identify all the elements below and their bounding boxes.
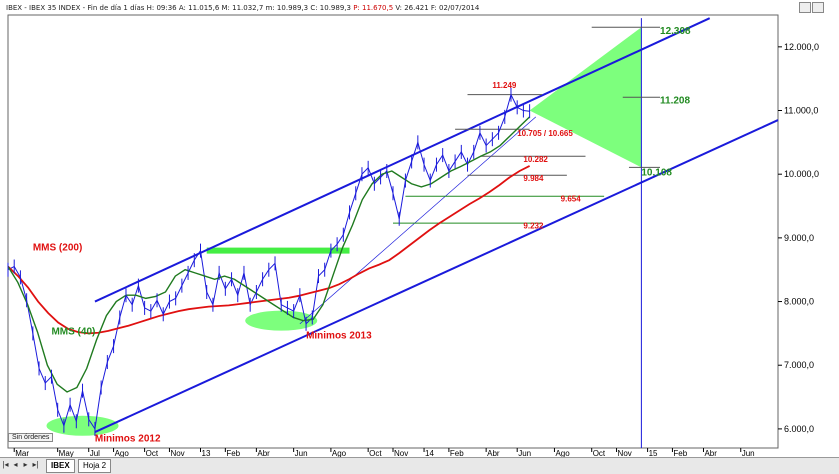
x-tick-label: Jul — [90, 449, 100, 457]
annotation-label: 10.282 — [523, 155, 548, 164]
annotation-label: MMS (40) — [51, 327, 95, 338]
x-tick-label: Jun — [742, 449, 755, 457]
next-sheet-icon[interactable]: ▸ — [23, 460, 28, 469]
y-tick-label: 7.000,0 — [784, 360, 814, 370]
x-tick-label: Mar — [15, 449, 29, 457]
resistance-band — [206, 247, 350, 254]
y-tick-label: 8.000,0 — [784, 297, 814, 307]
annotation-label: 10.108 — [641, 167, 672, 178]
annotation-label: 9.984 — [523, 174, 544, 183]
last-sheet-icon[interactable]: ▸| — [32, 460, 39, 469]
annotation-label: Minimos 2013 — [306, 330, 372, 341]
price-chart: 6.000,0 7.000,0 8.000,0 9.000,0 10.000,0 11.0… — [7, 14, 819, 457]
prev-sheet-icon[interactable]: ◂ — [13, 460, 18, 469]
title-highlight: P: 11.670,5 — [353, 4, 394, 12]
x-tick-label: Feb — [450, 449, 464, 457]
x-tick-label: Abr — [257, 449, 270, 457]
annotation-label: 11.208 — [660, 96, 690, 107]
title-suffix: V: 26.421 F: 02/07/2014 — [393, 4, 480, 12]
channel-upper-line — [94, 17, 711, 303]
x-tick-label: Feb — [673, 449, 687, 457]
x-tick-label: Abr — [487, 449, 500, 457]
orders-status: Sin órdenes — [8, 433, 54, 442]
series-2-line — [7, 165, 531, 335]
annotation-label: MMS (200) — [33, 243, 82, 254]
annotation-label: 9.232 — [523, 221, 544, 230]
channel-inner-line — [299, 116, 537, 325]
x-tick-label: Oct — [593, 449, 606, 457]
sheet-tabs-bar: |◂ ◂ ▸ ▸| IBEX Hoja 2 — [0, 457, 839, 474]
y-tick-label: 10.000,0 — [784, 169, 819, 179]
title-prefix: IBEX - IBEX 35 INDEX - Fin de día 1 días… — [6, 4, 354, 12]
y-tick-label: 6.000,0 — [784, 424, 814, 434]
x-tick-label: Nov — [618, 449, 632, 457]
plot-frame — [7, 14, 779, 449]
chart-title-bar: IBEX - IBEX 35 INDEX - Fin de día 1 días… — [6, 4, 479, 12]
x-tick-label: Ago — [332, 449, 347, 457]
x-tick-label: Jun — [295, 449, 308, 457]
tab-ibex[interactable]: IBEX — [46, 459, 75, 473]
x-tick-label: Jun — [518, 449, 531, 457]
x-tick-label: Ago — [115, 449, 130, 457]
series-1-line — [7, 93, 530, 431]
series-3-line — [7, 116, 531, 393]
y-tick-label: 9.000,0 — [784, 233, 814, 243]
annotation-label: 9.654 — [561, 195, 582, 204]
x-tick-label: Nov — [394, 449, 408, 457]
close-button[interactable] — [812, 2, 824, 13]
x-tick-label: 13 — [202, 449, 211, 457]
x-tick-label: 14 — [425, 449, 434, 457]
tab-hoja-2[interactable]: Hoja 2 — [78, 459, 112, 473]
x-tick-label: Feb — [226, 449, 240, 457]
y-tick-label: 12.000,0 — [784, 42, 819, 52]
channel-lower-line — [94, 119, 779, 433]
minima-zone-1 — [46, 415, 119, 436]
annotation-label: 10.705 / 10.665 — [517, 129, 573, 138]
x-tick-label: May — [59, 449, 74, 457]
x-tick-label: Abr — [704, 449, 717, 457]
x-tick-label: Ago — [555, 449, 570, 457]
annotation-label: 12.308 — [660, 26, 691, 37]
x-tick-label: Oct — [369, 449, 382, 457]
x-tick-label: 15 — [649, 449, 658, 457]
annotation-label: 11.249 — [492, 81, 517, 90]
minima-zone-2 — [245, 310, 318, 331]
minimize-button[interactable] — [799, 2, 811, 13]
y-tick-label: 11.000,0 — [784, 106, 818, 116]
x-tick-label: Nov — [170, 449, 184, 457]
x-tick-label: Oct — [146, 449, 159, 457]
first-sheet-icon[interactable]: |◂ — [2, 460, 9, 469]
annotation-label: Minimos 2012 — [95, 434, 161, 445]
